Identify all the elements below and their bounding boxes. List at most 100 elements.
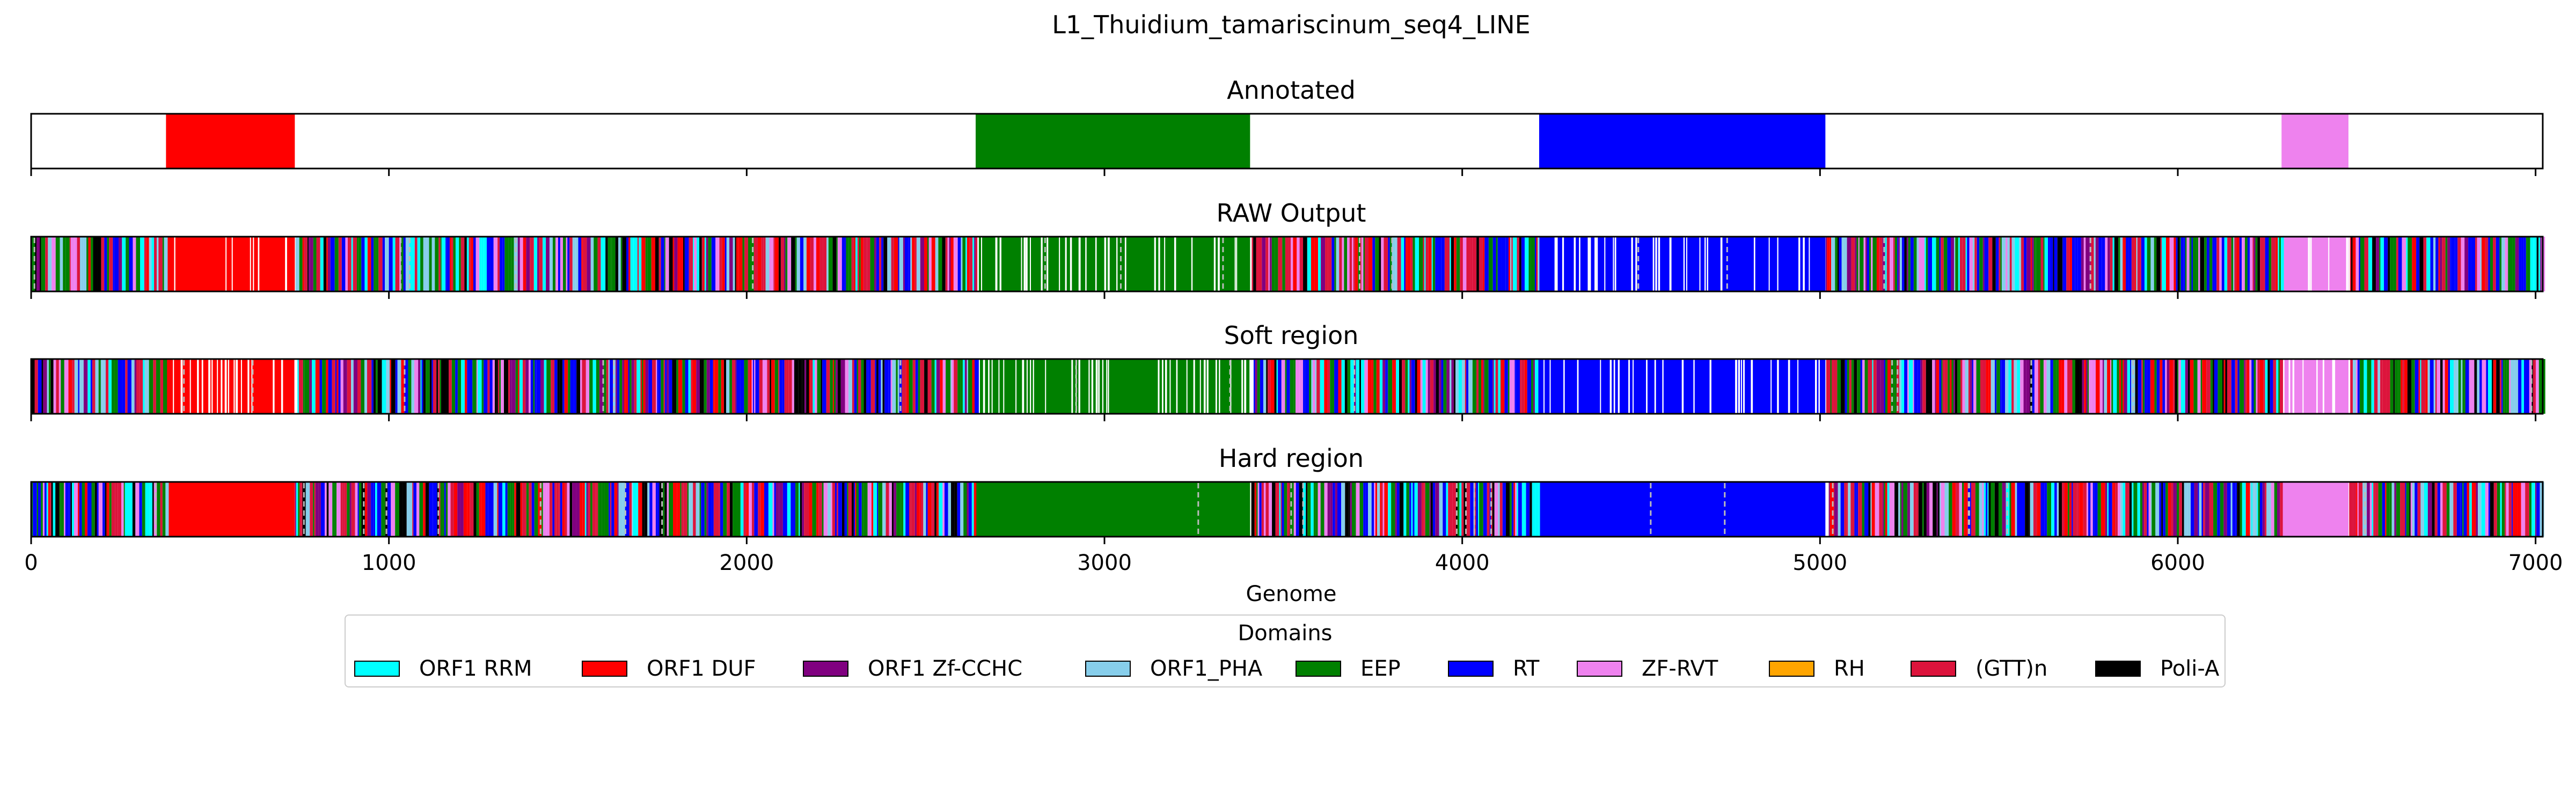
prediction-stripe — [1913, 237, 1917, 291]
prediction-stripe — [351, 482, 355, 537]
prediction-stripe — [902, 359, 906, 414]
prediction-stripe — [2273, 359, 2277, 414]
prediction-stripe — [788, 359, 792, 414]
prediction-stripe — [2177, 237, 2180, 291]
prediction-stripe — [365, 482, 368, 537]
prediction-stripe — [79, 482, 82, 537]
prediction-stripe — [622, 237, 626, 291]
prediction-stripe — [2086, 482, 2089, 537]
chart-title: L1_Thuidium_tamariscinum_seq4_LINE — [1052, 10, 1531, 39]
prediction-stripe — [549, 237, 553, 291]
prediction-stripe — [2514, 359, 2519, 414]
prediction-stripe — [2173, 359, 2175, 414]
prediction-stripe — [2150, 482, 2152, 537]
prediction-stripe — [429, 359, 432, 414]
prediction-stripe — [2357, 359, 2360, 414]
prediction-stripe — [726, 237, 730, 291]
prediction-stripe — [510, 482, 513, 537]
prediction-stripe — [1962, 237, 1966, 291]
prediction-stripe — [565, 482, 567, 537]
prediction-gap — [1741, 359, 1743, 414]
prediction-gap — [1206, 359, 1209, 414]
prediction-stripe — [2536, 482, 2540, 537]
prediction-stripe — [81, 237, 84, 291]
prediction-stripe — [2113, 482, 2116, 537]
prediction-stripe — [1422, 359, 1426, 414]
prediction-stripe — [109, 482, 112, 537]
prediction-stripe — [1504, 359, 1508, 414]
prediction-stripe — [1864, 359, 1868, 414]
prediction-stripe — [403, 237, 406, 291]
prediction-stripe — [1867, 237, 1870, 291]
prediction-stripe — [1314, 237, 1319, 291]
prediction-stripe — [323, 237, 327, 291]
prediction-stripe — [867, 482, 872, 537]
prediction-stripe — [2026, 359, 2030, 414]
prediction-stripe — [2450, 237, 2451, 291]
prediction-gap — [1029, 237, 1031, 291]
prediction-stripe — [2429, 359, 2434, 414]
prediction-stripe — [2380, 359, 2383, 414]
prediction-stripe — [2150, 359, 2155, 414]
prediction-stripe — [2128, 237, 2132, 291]
prediction-stripe — [832, 359, 835, 414]
prediction-stripe — [1893, 237, 1895, 291]
prediction-stripe — [1944, 359, 1948, 414]
prediction-stripe — [2512, 482, 2513, 537]
prediction-stripe — [657, 482, 660, 537]
prediction-stripe — [2212, 237, 2214, 291]
prediction-stripe — [2137, 482, 2140, 537]
prediction-stripe — [554, 482, 557, 537]
prediction-stripe — [1476, 482, 1478, 537]
prediction-gap — [1589, 237, 1591, 291]
prediction-stripe — [2147, 237, 2150, 291]
prediction-stripe — [2427, 482, 2432, 537]
prediction-gap — [1191, 237, 1193, 291]
prediction-stripe — [125, 482, 129, 537]
prediction-stripe — [861, 359, 864, 414]
prediction-stripe — [497, 482, 499, 537]
prediction-stripe — [1904, 359, 1907, 414]
prediction-stripe — [681, 482, 684, 537]
prediction-gap — [1124, 237, 1126, 291]
prediction-stripe — [2023, 359, 2026, 414]
prediction-stripe — [672, 359, 677, 414]
legend-label: ORF1_PHA — [1150, 656, 1263, 681]
prediction-stripe — [1435, 237, 1438, 291]
prediction-stripe — [596, 482, 598, 537]
prediction-stripe — [861, 482, 864, 537]
prediction-stripe — [867, 237, 870, 291]
prediction-stripe — [2488, 237, 2490, 291]
prediction-stripe — [40, 237, 41, 291]
prediction-stripe — [2457, 359, 2458, 414]
prediction-stripe — [1414, 482, 1418, 537]
prediction-gap — [228, 359, 230, 414]
prediction-gap — [1244, 359, 1247, 414]
prediction-stripe — [511, 359, 516, 414]
prediction-stripe — [965, 237, 967, 291]
prediction-stripe — [719, 482, 720, 537]
prediction-stripe — [1361, 237, 1364, 291]
prediction-gap — [1652, 237, 1655, 291]
prediction-stripe — [307, 237, 309, 291]
prediction-stripe — [559, 359, 563, 414]
prediction-stripe — [53, 359, 56, 414]
prediction-stripe — [1338, 359, 1342, 414]
prediction-stripe — [2077, 482, 2080, 537]
prediction-stripe — [302, 237, 304, 291]
prediction-stripe — [828, 482, 831, 537]
prediction-stripe — [1869, 237, 1871, 291]
prediction-stripe — [1307, 482, 1311, 537]
prediction-stripe — [87, 482, 92, 537]
prediction-stripe — [87, 359, 91, 414]
prediction-stripe — [750, 359, 752, 414]
prediction-stripe — [2124, 237, 2126, 291]
prediction-stripe — [457, 359, 462, 414]
prediction-stripe — [1913, 482, 1916, 537]
prediction-stripe — [2133, 482, 2138, 537]
prediction-stripe — [2091, 359, 2096, 414]
prediction-stripe — [891, 482, 894, 537]
prediction-stripe — [382, 237, 385, 291]
prediction-stripe — [2202, 359, 2207, 414]
prediction-stripe — [954, 359, 958, 414]
